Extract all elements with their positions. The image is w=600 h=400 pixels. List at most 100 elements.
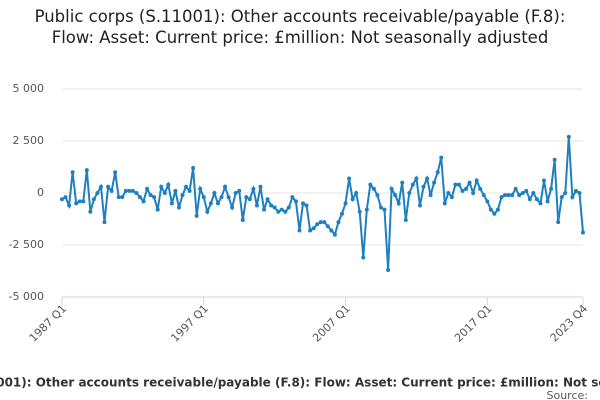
data-point: [417, 203, 422, 208]
data-point: [233, 191, 238, 195]
data-point: [219, 195, 224, 200]
data-point: [396, 201, 401, 206]
data-point: [495, 207, 500, 212]
data-point: [570, 195, 575, 200]
data-point: [286, 205, 291, 210]
data-point: [141, 199, 146, 204]
data-point: [194, 213, 199, 218]
data-point: [180, 193, 185, 198]
data-point: [389, 186, 394, 191]
data-point: [478, 186, 483, 191]
data-point: [471, 191, 476, 195]
data-point: [84, 168, 89, 173]
data-point: [559, 195, 564, 200]
data-point: [98, 184, 103, 189]
data-point: [279, 207, 284, 212]
data-point: [176, 205, 181, 210]
data-point: [442, 201, 447, 206]
x-tick-label: 1987 Q1: [27, 302, 70, 345]
data-point: [244, 195, 249, 200]
data-point: [301, 201, 306, 206]
data-point: [258, 184, 263, 189]
data-point: [230, 205, 235, 210]
data-point: [350, 197, 355, 202]
data-point: [534, 197, 539, 202]
data-point: [332, 232, 337, 237]
data-point: [106, 184, 111, 189]
data-point: [322, 220, 327, 225]
data-point: [276, 209, 281, 214]
data-point: [524, 188, 529, 193]
data-point: [577, 191, 582, 195]
data-point: [148, 193, 153, 198]
data-point: [254, 203, 259, 208]
data-point: [265, 197, 270, 202]
data-point: [208, 201, 213, 206]
data-point: [581, 230, 585, 235]
data-point: [527, 197, 532, 202]
data-point: [187, 188, 192, 193]
data-point: [237, 188, 242, 193]
data-point: [113, 170, 118, 175]
data-point: [400, 180, 405, 185]
data-point: [162, 191, 167, 195]
data-point: [510, 193, 515, 198]
data-point: [70, 170, 75, 175]
data-point: [60, 197, 64, 202]
data-point: [109, 188, 114, 193]
data-point: [152, 195, 157, 200]
data-point: [421, 184, 426, 189]
data-point: [315, 222, 320, 227]
data-point: [81, 199, 86, 204]
y-tick-label: -5 000: [9, 290, 44, 303]
data-point: [474, 178, 479, 183]
data-point: [283, 209, 288, 214]
data-point: [485, 199, 490, 204]
legend-label: Public corps (S.11001): Other accounts r…: [0, 376, 600, 390]
data-point: [339, 211, 344, 216]
data-point: [386, 267, 391, 272]
data-point: [308, 228, 313, 233]
data-point: [371, 186, 376, 191]
data-point: [91, 197, 96, 202]
data-point: [173, 188, 178, 193]
data-point: [446, 191, 451, 195]
data-point: [120, 195, 125, 200]
data-point: [145, 186, 150, 191]
data-point: [428, 193, 433, 198]
data-point: [155, 207, 160, 212]
data-point: [506, 193, 511, 198]
x-tick-label: 2007 Q1: [310, 302, 353, 345]
data-point: [290, 195, 295, 200]
data-point: [77, 199, 82, 204]
data-point: [520, 191, 525, 195]
data-point: [449, 195, 454, 200]
data-point: [223, 184, 228, 189]
data-point: [191, 166, 196, 171]
data-point: [215, 201, 220, 206]
data-point: [127, 188, 132, 193]
data-point: [95, 191, 100, 195]
data-point: [481, 193, 486, 198]
data-point: [354, 191, 359, 195]
data-point: [226, 195, 231, 200]
data-point: [566, 134, 571, 139]
data-point: [272, 205, 277, 210]
data-point: [88, 209, 93, 214]
data-point: [205, 209, 210, 214]
data-point: [198, 186, 203, 191]
data-point: [123, 188, 128, 193]
x-tick-label: 1997 Q1: [168, 302, 211, 345]
data-point: [130, 188, 135, 193]
data-point: [297, 228, 302, 233]
data-point: [538, 201, 543, 206]
data-point: [262, 207, 267, 212]
data-point: [435, 170, 440, 175]
data-point: [439, 155, 444, 160]
chart-title: Public corps (S.11001): Other accounts r…: [34, 7, 566, 47]
data-point: [488, 207, 493, 212]
data-point: [184, 184, 189, 189]
data-point: [166, 182, 171, 187]
data-point: [467, 180, 472, 185]
